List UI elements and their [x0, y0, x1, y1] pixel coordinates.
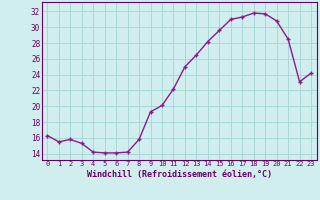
- X-axis label: Windchill (Refroidissement éolien,°C): Windchill (Refroidissement éolien,°C): [87, 170, 272, 179]
